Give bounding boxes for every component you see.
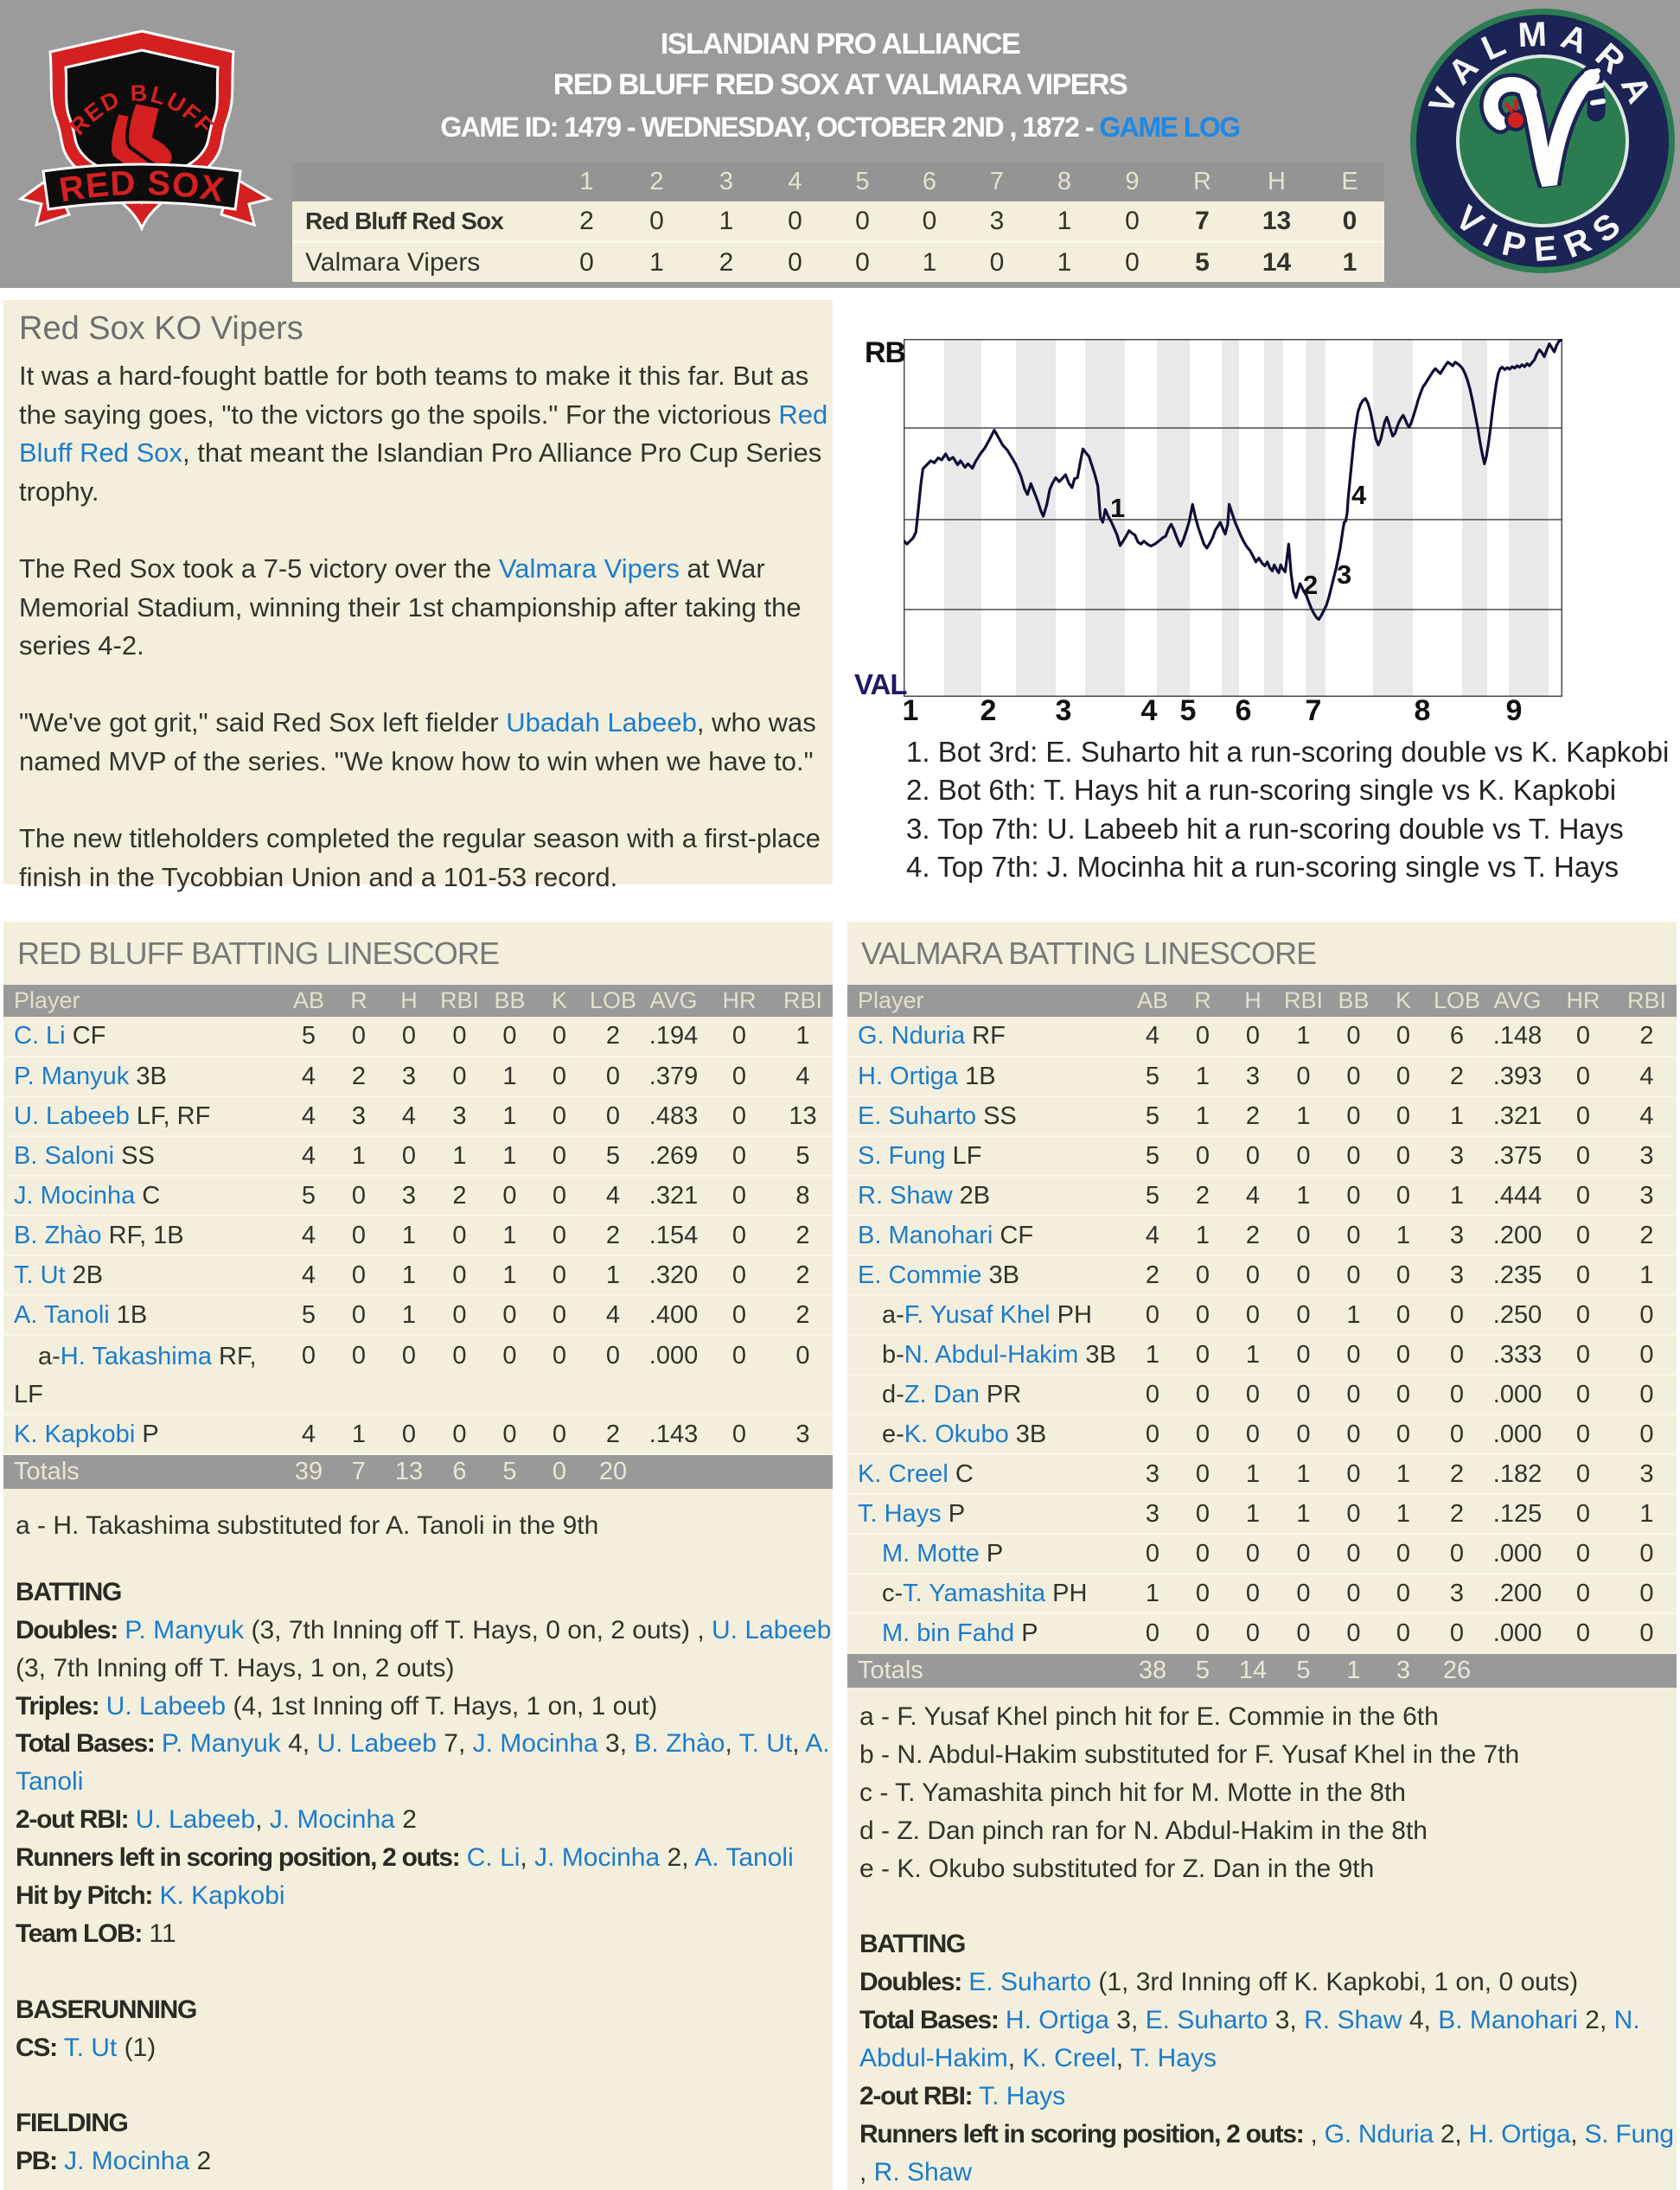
svg-text:4: 4 [1351,480,1367,510]
svg-text:1: 1 [1110,493,1125,523]
svg-text:RED SOX: RED SOX [56,164,227,210]
svg-text:3: 3 [1337,559,1351,590]
svg-text:2: 2 [1303,570,1318,600]
